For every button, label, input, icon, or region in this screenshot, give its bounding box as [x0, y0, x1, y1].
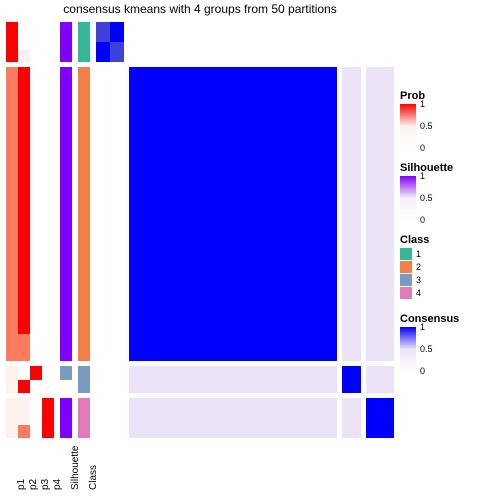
- axis-label-p3: p3: [40, 479, 51, 490]
- consensus-heatmap: [6, 22, 394, 438]
- legend-class-item-1: 1: [400, 248, 500, 260]
- legends: Prob 10.50 Silhouette 10.50 Class 1234 C…: [400, 90, 500, 385]
- legend-consensus-title: Consensus: [400, 313, 500, 325]
- axis-label-p2: p2: [28, 479, 39, 490]
- legend-class-item-3: 3: [400, 274, 500, 286]
- axis-label-cls: Class: [88, 465, 99, 490]
- legend-silhouette-gradient: [400, 176, 416, 220]
- axis-label-sil: Silhouette: [70, 446, 81, 490]
- legend-class-item-4: 4: [400, 287, 500, 299]
- legend-silhouette-title: Silhouette: [400, 162, 500, 174]
- plot-area: [6, 22, 394, 438]
- axis-label-p1: p1: [16, 479, 27, 490]
- legend-prob-gradient: [400, 104, 416, 148]
- legend-consensus: Consensus 10.50: [400, 313, 500, 371]
- legend-class-title: Class: [400, 234, 500, 246]
- legend-silhouette: Silhouette 10.50: [400, 162, 500, 220]
- axis-label-p4: p4: [52, 479, 63, 490]
- legend-prob-title: Prob: [400, 90, 500, 102]
- legend-consensus-gradient: [400, 327, 416, 371]
- chart-title: consensus kmeans with 4 groups from 50 p…: [0, 2, 400, 16]
- legend-class-item-2: 2: [400, 261, 500, 273]
- legend-prob: Prob 10.50: [400, 90, 500, 148]
- legend-class: Class 1234: [400, 234, 500, 299]
